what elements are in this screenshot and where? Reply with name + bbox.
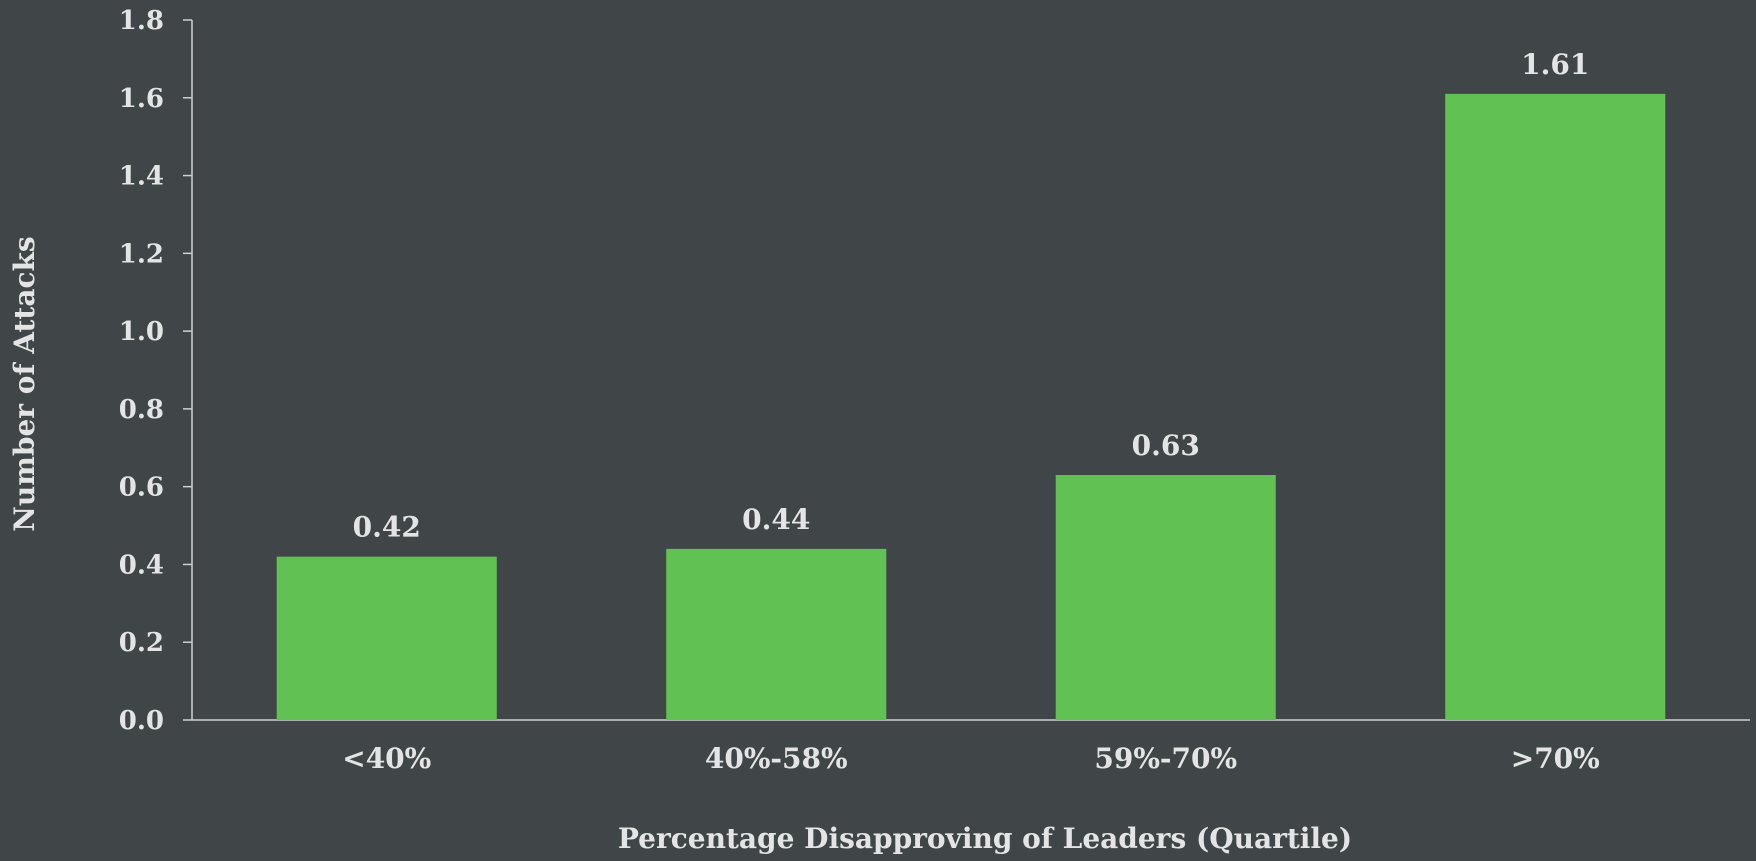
- y-tick-label: 1.2: [119, 239, 164, 269]
- y-tick-label: 1.0: [119, 317, 164, 347]
- bars-group: [276, 93, 1666, 720]
- x-category-label: 40%-58%: [705, 742, 848, 775]
- y-tick-label: 0.6: [119, 473, 164, 503]
- y-tick-label: 0.4: [119, 550, 164, 580]
- y-tick-label: 1.8: [119, 6, 164, 36]
- bar-3: [1055, 475, 1276, 720]
- bar-1: [276, 556, 497, 720]
- x-category-label: >70%: [1511, 742, 1600, 775]
- bar-value-label: 0.42: [353, 511, 421, 544]
- y-tick-label: 0.0: [119, 706, 164, 736]
- x-axis: <40% 40%-58% 59%-70% >70%: [192, 719, 1750, 775]
- x-axis-title: Percentage Disapproving of Leaders (Quar…: [618, 822, 1352, 855]
- y-tick-label: 1.4: [119, 162, 164, 192]
- y-tick-label: 0.8: [119, 395, 164, 425]
- y-tick-label: 0.2: [119, 628, 164, 658]
- y-axis: 0.0 0.2 0.4 0.6 0.8 1.0 1.2 1.4 1.6 1.8: [119, 6, 193, 736]
- bar-value-label: 1.61: [1521, 48, 1589, 81]
- data-labels-group: 0.42 0.44 0.63 1.61: [353, 48, 1590, 544]
- x-category-label: 59%-70%: [1094, 742, 1237, 775]
- x-category-label: <40%: [342, 742, 431, 775]
- bar-value-label: 0.63: [1132, 429, 1200, 462]
- bar-4: [1445, 93, 1666, 720]
- y-axis-title: Number of Attacks: [8, 236, 41, 531]
- bar-value-label: 0.44: [742, 503, 810, 536]
- bar-2: [666, 548, 887, 720]
- y-tick-label: 1.6: [119, 84, 164, 114]
